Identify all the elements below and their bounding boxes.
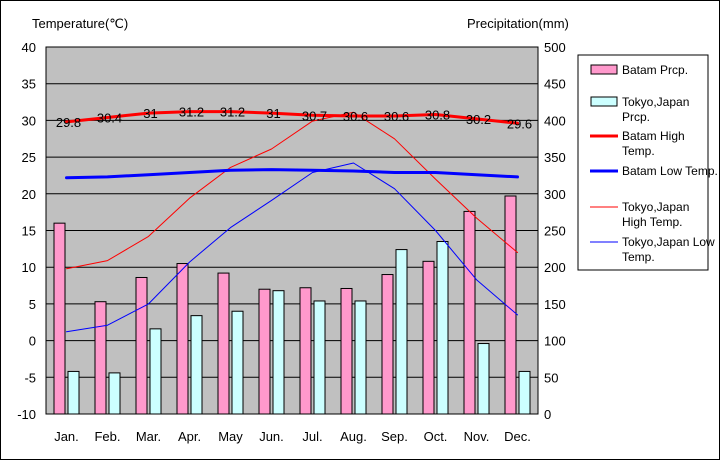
bar-tokyo-prcp	[190, 315, 203, 415]
category-label: Jun.	[259, 429, 284, 444]
legend-label: Temp.	[622, 144, 655, 158]
left-tick-label: 0	[29, 334, 36, 349]
line-batam-low-temp	[65, 168, 519, 180]
left-tick-label: 5	[29, 297, 36, 312]
legend-label: Prcp.	[622, 110, 650, 124]
legend-label: Tokyo,Japan Low	[622, 235, 715, 249]
legend-label: Batam High	[622, 129, 685, 143]
data-label: 29.6	[507, 116, 532, 131]
bar-batam-prcp	[463, 210, 476, 415]
bar-batam-prcp	[258, 288, 271, 415]
right-tick-label: 400	[544, 113, 566, 128]
right-tick-label: 500	[544, 40, 566, 55]
bar-tokyo-prcp	[149, 328, 162, 415]
bar-tokyo-prcp	[108, 372, 121, 415]
legend-label: Tokyo,Japan	[622, 95, 689, 109]
legend-item: Batam Prcp.	[590, 63, 688, 77]
left-tick-label: 20	[22, 187, 36, 202]
plot-border	[45, 46, 539, 415]
left-axis-title: Temperature(℃)	[32, 16, 128, 31]
category-label: Oct.	[424, 429, 448, 444]
bar-tokyo-prcp	[67, 370, 80, 415]
bar-batam-prcp	[422, 260, 435, 415]
left-tick-label: 10	[22, 260, 36, 275]
right-tick-label: 100	[544, 334, 566, 349]
category-label: Jul.	[302, 429, 322, 444]
legend-item: Batam Low Temp.	[590, 164, 718, 178]
bar-tokyo-prcp	[518, 370, 531, 415]
legend-box	[577, 54, 709, 271]
right-tick-label: 150	[544, 297, 566, 312]
data-label: 30.7	[302, 108, 327, 123]
bar-batam-prcp	[94, 301, 107, 415]
bar-tokyo-prcp	[477, 343, 490, 415]
bar-tokyo-prcp	[395, 249, 408, 415]
bar-tokyo-prcp	[231, 310, 244, 415]
bar-tokyo-prcp	[272, 290, 285, 415]
right-axis-title: Precipitation(mm)	[467, 16, 569, 31]
line-tokyo-japan-high-temp	[66, 111, 518, 270]
data-label: 30.6	[343, 109, 368, 124]
left-tick-label: -5	[24, 370, 36, 385]
right-tick-label: 250	[544, 224, 566, 239]
data-label: 29.8	[56, 115, 81, 130]
data-label: 31	[143, 106, 157, 121]
category-label: Sep.	[381, 429, 408, 444]
right-tick-label: 50	[544, 370, 558, 385]
right-tick-label: 350	[544, 150, 566, 165]
right-tick-label: 450	[544, 77, 566, 92]
category-label: Dec.	[504, 429, 531, 444]
legend-label: Temp.	[622, 250, 655, 264]
left-tick-label: 25	[22, 150, 36, 165]
left-tick-label: 15	[22, 224, 36, 239]
bar-tokyo-prcp	[313, 300, 326, 415]
legend-swatch	[590, 64, 618, 75]
category-label: Feb.	[94, 429, 120, 444]
data-label: 30.4	[97, 110, 122, 125]
left-tick-label: 40	[22, 40, 36, 55]
category-label: Jan.	[54, 429, 79, 444]
legend-label: High Temp.	[622, 215, 682, 229]
left-tick-label: 35	[22, 77, 36, 92]
category-label: Nov.	[464, 429, 490, 444]
right-tick-label: 200	[544, 260, 566, 275]
bar-batam-prcp	[299, 287, 312, 415]
category-label: May	[218, 429, 243, 444]
legend-label: Batam Low Temp.	[622, 164, 718, 178]
data-label: 31.2	[179, 105, 204, 120]
line-tokyo-japan-low-temp	[66, 162, 518, 333]
bar-batam-prcp	[381, 274, 394, 415]
line-batam-high-temp	[65, 110, 519, 125]
data-label: 31.2	[220, 105, 245, 120]
data-label: 30.6	[384, 109, 409, 124]
data-label: 30.2	[466, 112, 491, 127]
legend-label: Batam Prcp.	[622, 63, 688, 77]
left-tick-label: -10	[17, 407, 36, 422]
bar-tokyo-prcp	[436, 241, 449, 415]
bar-batam-prcp	[217, 272, 230, 415]
legend-label: Tokyo,Japan	[622, 200, 689, 214]
bar-batam-prcp	[176, 263, 189, 415]
data-label: 31	[266, 106, 280, 121]
category-label: Aug.	[340, 429, 367, 444]
bar-batam-prcp	[53, 222, 66, 415]
right-tick-label: 300	[544, 187, 566, 202]
plot-area: -10-505101520253035400501001502002503003…	[17, 40, 566, 444]
left-tick-label: 30	[22, 113, 36, 128]
data-label: 30.8	[425, 108, 450, 123]
right-tick-label: 0	[544, 407, 551, 422]
category-label: Mar.	[136, 429, 161, 444]
bar-batam-prcp	[340, 287, 353, 415]
category-label: Apr.	[178, 429, 201, 444]
legend-swatch	[590, 96, 618, 107]
bar-tokyo-prcp	[354, 300, 367, 415]
bar-batam-prcp	[135, 276, 148, 415]
